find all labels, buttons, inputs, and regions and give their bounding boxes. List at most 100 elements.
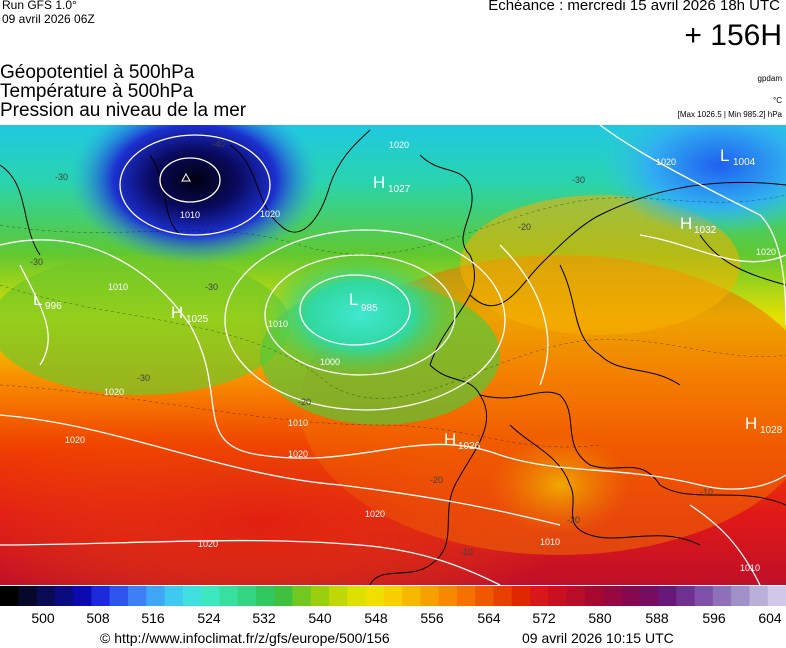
isotherm-label: -20 — [430, 475, 443, 485]
svg-text:L: L — [33, 290, 42, 309]
isobar-label: 1010 — [108, 282, 128, 292]
scale-tick: 588 — [645, 610, 669, 626]
color-scale-swatch — [127, 586, 147, 606]
color-scale-swatch — [0, 586, 19, 606]
scale-tick: 532 — [252, 610, 276, 626]
color-scale-swatch — [329, 586, 348, 606]
isobar-label: 1010 — [288, 418, 308, 428]
isotherm-label: -30 — [205, 282, 218, 292]
run-info: Run GFS 1.0° 09 avril 2026 06Z — [2, 0, 95, 26]
color-scale-swatch — [274, 586, 294, 606]
svg-text:H: H — [745, 414, 757, 433]
svg-text:1027: 1027 — [388, 184, 411, 195]
color-scale-swatch — [402, 586, 422, 606]
pressure-center-high: H 1028 — [745, 414, 783, 436]
color-scale-swatch — [694, 586, 714, 606]
pressure-center-low: L 1004 — [720, 146, 756, 168]
color-scale-swatch — [36, 586, 56, 606]
scale-tick: 580 — [588, 610, 612, 626]
svg-text:L: L — [349, 290, 358, 309]
svg-text:1028: 1028 — [760, 425, 783, 436]
isotherm-label: -30 — [30, 257, 43, 267]
pressure-center-high: H 1032 — [680, 214, 717, 236]
isotherm-label: -30 — [572, 175, 585, 185]
svg-text:H: H — [680, 214, 692, 233]
svg-text:985: 985 — [361, 303, 378, 314]
color-scale-swatch — [91, 586, 111, 606]
isotherm-label: -30 — [55, 172, 68, 182]
scale-tick: 604 — [758, 610, 782, 626]
isotherm-label: -20 — [567, 515, 580, 525]
low-center-marker — [181, 172, 191, 182]
lead-time-label: + 156H — [684, 19, 782, 52]
isobar-label: 1020 — [198, 539, 218, 549]
svg-text:H: H — [171, 303, 183, 322]
color-scale-swatch — [18, 586, 38, 606]
color-scale-swatch — [255, 586, 275, 606]
isobar-label: 1020 — [756, 247, 776, 257]
title-geopotential: Géopotentiel à 500hPa — [0, 62, 195, 83]
color-scale-swatch — [493, 586, 513, 606]
isotherm-label: -20 — [518, 222, 531, 232]
isotherm-label: -30 — [137, 373, 150, 383]
unit-temperature: °C — [773, 96, 782, 105]
map-titles: Géopotentiel à 500hPa Température à 500h… — [0, 63, 246, 120]
color-scale-swatch — [530, 586, 549, 606]
color-scale-swatch — [621, 586, 641, 606]
weather-map: 1020 1010 1020 1010 1010 1000 1010 1020 … — [0, 125, 786, 585]
svg-text:1025: 1025 — [186, 314, 209, 325]
isotherm-label: -10 — [460, 547, 473, 557]
unit-geopotential: gpdam — [757, 74, 782, 83]
isobar-label: 1020 — [260, 209, 280, 219]
color-scale-swatch — [146, 586, 166, 606]
isobar-label: 1020 — [656, 157, 676, 167]
color-scale-swatch — [237, 586, 257, 606]
isotherm-label: -20 — [298, 397, 311, 407]
svg-text:H: H — [444, 430, 456, 449]
valid-time-label: Echéance : mercredi 15 avril 2026 18h UT… — [488, 0, 780, 14]
scale-tick: 564 — [477, 610, 501, 626]
isobar-label: 1010 — [268, 319, 288, 329]
color-scale-bar — [0, 586, 786, 606]
credit-url: © http://www.infoclimat.fr/z/gfs/europe/… — [100, 630, 390, 646]
color-scale-swatch — [548, 586, 568, 606]
color-scale-swatch — [182, 586, 202, 606]
svg-text:1026: 1026 — [458, 441, 481, 452]
color-scale-swatch — [456, 586, 476, 606]
color-scale-swatch — [731, 586, 751, 606]
pressure-center-high: H 1025 — [171, 303, 209, 325]
scale-tick: 548 — [364, 610, 388, 626]
isobar-label: 1010 — [740, 563, 760, 573]
scale-tick: 524 — [197, 610, 221, 626]
color-scale-swatch — [676, 586, 696, 606]
color-scale-swatch — [219, 586, 239, 606]
isobar-label: 1010 — [180, 210, 200, 220]
color-scale-swatch — [658, 586, 677, 606]
color-scale-swatch — [767, 586, 786, 606]
color-scale-swatch — [749, 586, 769, 606]
color-scale-swatch — [584, 586, 604, 606]
isobar-label: 1020 — [389, 140, 409, 150]
isobar-label: 1020 — [104, 387, 124, 397]
svg-text:L: L — [720, 146, 729, 165]
isobar-label: 1020 — [288, 449, 308, 459]
unit-pressure-range: [Max 1026.5 | Min 985.2] hPa — [677, 110, 782, 119]
isotherm-label: -10 — [700, 487, 713, 497]
color-scale-swatch — [566, 586, 586, 606]
scale-tick: 516 — [141, 610, 165, 626]
run-model-label: Run GFS 1.0° — [2, 0, 77, 12]
color-scale-swatch — [438, 586, 458, 606]
color-scale-swatch — [511, 586, 531, 606]
color-scale-swatch — [109, 586, 129, 606]
isobar-labels: 1020 1010 1020 1010 1010 1000 1010 1020 … — [65, 140, 776, 573]
isobar-label: 1020 — [65, 435, 85, 445]
pressure-center-high: H 1027 — [373, 173, 411, 195]
svg-text:996: 996 — [45, 301, 62, 312]
isobar-label: 1010 — [540, 537, 560, 547]
color-scale-swatch — [420, 586, 440, 606]
scale-tick: 540 — [308, 610, 332, 626]
svg-text:1032: 1032 — [694, 225, 717, 236]
svg-text:H: H — [373, 173, 385, 192]
color-scale-swatch — [73, 586, 92, 606]
scale-tick: 572 — [532, 610, 556, 626]
